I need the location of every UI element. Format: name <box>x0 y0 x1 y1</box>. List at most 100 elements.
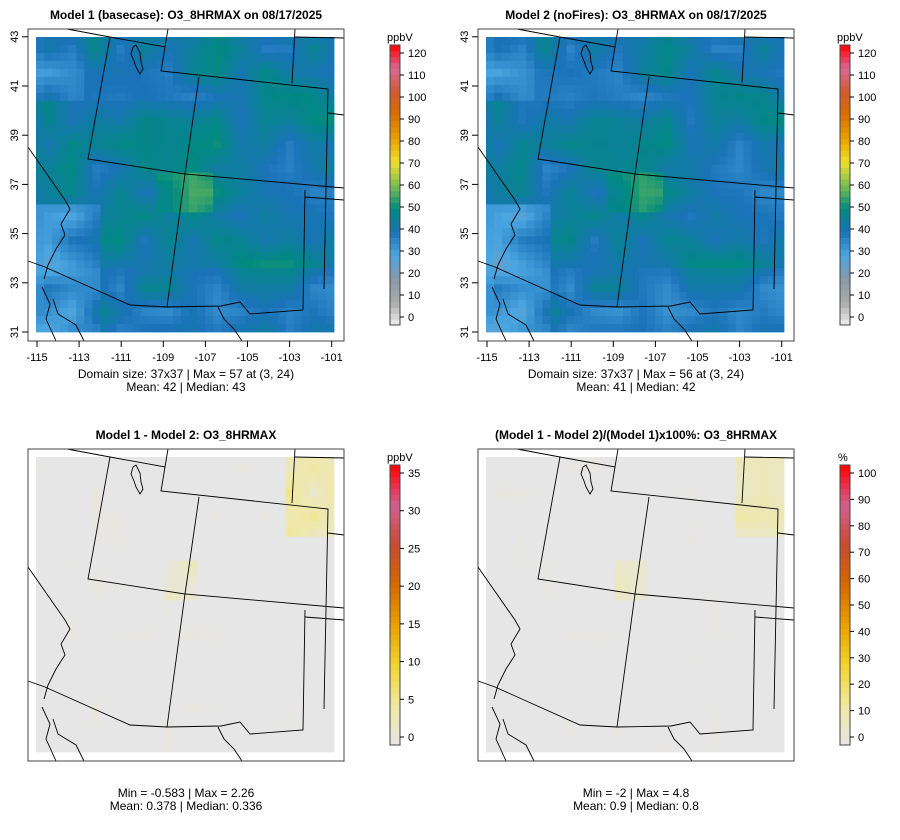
grid-cell <box>735 108 745 118</box>
grid-cell <box>494 44 503 54</box>
grid-cell <box>76 140 85 150</box>
grid-cell <box>687 236 696 245</box>
colorbar-swatch <box>390 599 400 606</box>
grid-cell <box>590 116 600 126</box>
grid-cell <box>566 292 575 301</box>
grid-cell <box>237 316 246 325</box>
grid-cell <box>180 44 190 54</box>
grid-cell <box>574 292 584 301</box>
grid-cell <box>735 188 745 197</box>
grid-cell <box>518 512 527 522</box>
grid-cell <box>590 504 600 514</box>
grid-cell <box>695 244 704 253</box>
grid-cell <box>614 172 624 181</box>
grid-cell <box>277 140 287 150</box>
grid-cell <box>180 712 190 721</box>
grid-cell <box>630 52 640 62</box>
grid-cell <box>229 108 238 118</box>
grid-cell <box>180 212 190 221</box>
grid-cell <box>494 552 503 562</box>
grid-cell <box>687 196 696 205</box>
grid-cell <box>140 624 150 633</box>
grid-cell <box>76 252 85 261</box>
grid-cell <box>526 552 535 562</box>
grid-cell <box>36 180 45 189</box>
grid-cell <box>309 680 319 689</box>
grid-cell <box>92 608 101 617</box>
grid-cell <box>550 600 559 609</box>
grid-cell <box>639 292 648 301</box>
x-tick-label: -105 <box>236 352 258 364</box>
grid-cell <box>237 704 246 713</box>
grid-cell <box>164 276 174 285</box>
grid-cell <box>671 148 680 157</box>
grid-cell <box>663 116 672 126</box>
grid-cell <box>751 228 761 237</box>
grid-cell <box>237 37 246 46</box>
grid-cell <box>518 148 527 157</box>
grid-cell <box>92 504 101 514</box>
grid-cell <box>775 308 785 317</box>
grid-cell <box>743 236 753 245</box>
grid-cell <box>285 324 295 333</box>
grid-cell <box>518 496 527 506</box>
grid-cell <box>711 100 720 110</box>
grid-cell <box>494 236 503 245</box>
grid-cell <box>534 100 543 110</box>
grid-cell <box>486 544 495 554</box>
grid-cell <box>84 84 93 94</box>
grid-cell <box>614 116 624 126</box>
grid-cell <box>221 616 230 625</box>
grid-cell <box>574 148 584 157</box>
grid-cell <box>164 148 174 157</box>
colorbar-swatch <box>390 260 400 268</box>
grid-cell <box>261 228 270 237</box>
colorbar-swatch <box>840 97 850 104</box>
grid-cell <box>558 180 567 189</box>
grid-cell <box>76 576 85 585</box>
grid-cell <box>261 124 270 134</box>
grid-cell <box>180 688 190 697</box>
grid-cell <box>647 44 656 54</box>
grid-cell <box>76 60 85 70</box>
grid-cell <box>751 68 761 78</box>
grid-cell <box>510 292 519 301</box>
grid-cell <box>156 536 166 546</box>
grid-cell <box>140 616 150 625</box>
grid-cell <box>269 528 279 538</box>
colorbar-swatch <box>390 540 400 548</box>
grid-cell <box>108 592 117 601</box>
grid-cell <box>116 52 125 62</box>
colorbar-swatch <box>390 476 400 483</box>
grid-cell <box>205 324 214 333</box>
grid-cell <box>213 744 222 753</box>
grid-cell <box>52 568 61 577</box>
grid-cell <box>558 164 567 173</box>
grid-cell <box>180 672 190 681</box>
grid-cell <box>494 512 503 522</box>
grid-cell <box>494 84 503 94</box>
grid-cell <box>237 268 246 277</box>
grid-cell <box>622 37 632 46</box>
grid-cell <box>156 116 166 126</box>
grid-cell <box>213 512 222 522</box>
grid-cell <box>566 504 575 514</box>
grid-cell <box>285 457 295 466</box>
grid-cell <box>317 744 327 753</box>
grid-cell <box>679 308 688 317</box>
grid-cell <box>325 704 335 713</box>
grid-cell <box>253 680 262 689</box>
grid-cell <box>590 292 600 301</box>
grid-cell <box>663 244 672 253</box>
grid-cell <box>172 464 182 474</box>
grid-cell <box>325 172 335 181</box>
grid-cell <box>108 736 117 745</box>
grid-cell <box>622 188 632 197</box>
grid-cell <box>156 480 166 490</box>
grid-cell <box>172 552 182 562</box>
great-salt-lake-outline <box>130 44 144 75</box>
grid-cell <box>213 728 222 737</box>
grid-cell <box>285 84 295 94</box>
grid-cell <box>534 512 543 522</box>
grid-cell <box>590 196 600 205</box>
